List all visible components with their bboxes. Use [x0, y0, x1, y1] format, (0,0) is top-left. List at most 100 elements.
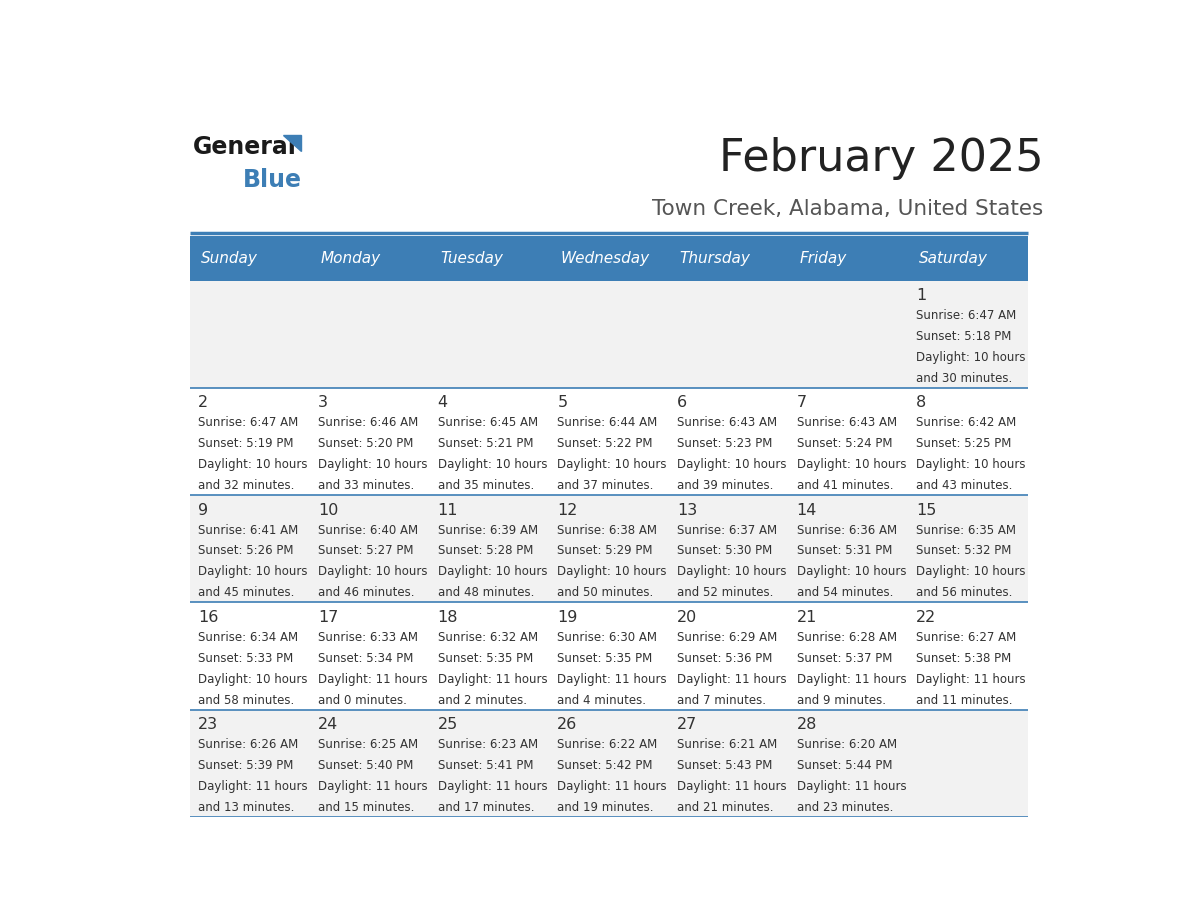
Text: 16: 16: [198, 610, 219, 625]
Text: and 39 minutes.: and 39 minutes.: [677, 479, 773, 492]
Text: and 56 minutes.: and 56 minutes.: [916, 587, 1012, 599]
Text: 8: 8: [916, 396, 927, 410]
Text: Daylight: 10 hours: Daylight: 10 hours: [198, 458, 308, 471]
Text: and 9 minutes.: and 9 minutes.: [797, 694, 886, 707]
Text: and 33 minutes.: and 33 minutes.: [318, 479, 415, 492]
Text: Sunrise: 6:41 AM: Sunrise: 6:41 AM: [198, 523, 298, 536]
Text: 28: 28: [797, 717, 817, 733]
Text: Sunset: 5:44 PM: Sunset: 5:44 PM: [797, 759, 892, 772]
Text: Thursday: Thursday: [680, 251, 751, 265]
Text: and 41 minutes.: and 41 minutes.: [797, 479, 893, 492]
Text: Sunrise: 6:42 AM: Sunrise: 6:42 AM: [916, 416, 1017, 430]
Text: 9: 9: [198, 503, 208, 518]
Text: and 54 minutes.: and 54 minutes.: [797, 587, 893, 599]
Text: and 35 minutes.: and 35 minutes.: [437, 479, 533, 492]
Text: 23: 23: [198, 717, 219, 733]
Text: 18: 18: [437, 610, 459, 625]
Text: and 23 minutes.: and 23 minutes.: [797, 800, 893, 814]
Text: Sunrise: 6:32 AM: Sunrise: 6:32 AM: [437, 631, 538, 644]
Text: Daylight: 11 hours: Daylight: 11 hours: [198, 780, 308, 793]
Text: Sunrise: 6:21 AM: Sunrise: 6:21 AM: [677, 738, 777, 751]
Text: 10: 10: [318, 503, 339, 518]
Text: Sunday: Sunday: [201, 251, 258, 265]
Text: and 43 minutes.: and 43 minutes.: [916, 479, 1012, 492]
Text: Daylight: 11 hours: Daylight: 11 hours: [677, 673, 786, 686]
Text: Sunrise: 6:37 AM: Sunrise: 6:37 AM: [677, 523, 777, 536]
Text: Daylight: 10 hours: Daylight: 10 hours: [916, 458, 1026, 471]
Text: and 30 minutes.: and 30 minutes.: [916, 372, 1012, 385]
Text: and 46 minutes.: and 46 minutes.: [318, 587, 415, 599]
Text: Sunrise: 6:26 AM: Sunrise: 6:26 AM: [198, 738, 298, 751]
Text: Sunset: 5:28 PM: Sunset: 5:28 PM: [437, 544, 533, 557]
FancyBboxPatch shape: [190, 602, 1028, 710]
Text: Sunset: 5:40 PM: Sunset: 5:40 PM: [318, 759, 413, 772]
Text: 24: 24: [318, 717, 339, 733]
Text: Sunset: 5:23 PM: Sunset: 5:23 PM: [677, 437, 772, 450]
Text: Sunrise: 6:29 AM: Sunrise: 6:29 AM: [677, 631, 777, 644]
FancyBboxPatch shape: [190, 281, 1028, 387]
Text: Sunset: 5:31 PM: Sunset: 5:31 PM: [797, 544, 892, 557]
Text: Sunset: 5:36 PM: Sunset: 5:36 PM: [677, 652, 772, 665]
Text: Daylight: 10 hours: Daylight: 10 hours: [198, 565, 308, 578]
Text: and 15 minutes.: and 15 minutes.: [318, 800, 415, 814]
Text: Daylight: 10 hours: Daylight: 10 hours: [677, 565, 786, 578]
Text: and 11 minutes.: and 11 minutes.: [916, 694, 1013, 707]
Text: and 58 minutes.: and 58 minutes.: [198, 694, 295, 707]
Text: Sunrise: 6:25 AM: Sunrise: 6:25 AM: [318, 738, 418, 751]
Text: Sunrise: 6:20 AM: Sunrise: 6:20 AM: [797, 738, 897, 751]
Text: Sunrise: 6:47 AM: Sunrise: 6:47 AM: [198, 416, 298, 430]
Text: Monday: Monday: [321, 251, 381, 265]
Text: Daylight: 11 hours: Daylight: 11 hours: [557, 673, 666, 686]
Text: Sunrise: 6:30 AM: Sunrise: 6:30 AM: [557, 631, 657, 644]
FancyBboxPatch shape: [669, 236, 789, 281]
Text: Daylight: 10 hours: Daylight: 10 hours: [437, 458, 548, 471]
Text: Sunset: 5:25 PM: Sunset: 5:25 PM: [916, 437, 1012, 450]
Text: Sunrise: 6:23 AM: Sunrise: 6:23 AM: [437, 738, 538, 751]
Text: and 2 minutes.: and 2 minutes.: [437, 694, 526, 707]
Text: Sunrise: 6:43 AM: Sunrise: 6:43 AM: [797, 416, 897, 430]
Text: Sunset: 5:37 PM: Sunset: 5:37 PM: [797, 652, 892, 665]
Text: and 48 minutes.: and 48 minutes.: [437, 587, 533, 599]
Text: General: General: [192, 135, 297, 159]
Text: 7: 7: [797, 396, 807, 410]
Text: 5: 5: [557, 396, 568, 410]
Text: 19: 19: [557, 610, 577, 625]
Text: 12: 12: [557, 503, 577, 518]
Text: Daylight: 11 hours: Daylight: 11 hours: [557, 780, 666, 793]
Text: Daylight: 11 hours: Daylight: 11 hours: [437, 673, 548, 686]
Text: Sunrise: 6:22 AM: Sunrise: 6:22 AM: [557, 738, 657, 751]
Text: Daylight: 11 hours: Daylight: 11 hours: [797, 780, 906, 793]
Polygon shape: [283, 135, 302, 151]
Text: 11: 11: [437, 503, 459, 518]
Text: 3: 3: [318, 396, 328, 410]
Text: 6: 6: [677, 396, 687, 410]
Text: and 7 minutes.: and 7 minutes.: [677, 694, 766, 707]
Text: Daylight: 11 hours: Daylight: 11 hours: [318, 673, 428, 686]
Text: Daylight: 11 hours: Daylight: 11 hours: [916, 673, 1026, 686]
Text: Sunrise: 6:39 AM: Sunrise: 6:39 AM: [437, 523, 538, 536]
Text: Town Creek, Alabama, United States: Town Creek, Alabama, United States: [652, 198, 1043, 218]
FancyBboxPatch shape: [190, 236, 310, 281]
Text: Sunset: 5:24 PM: Sunset: 5:24 PM: [797, 437, 892, 450]
Text: Sunset: 5:21 PM: Sunset: 5:21 PM: [437, 437, 533, 450]
Text: 25: 25: [437, 717, 457, 733]
Text: 1: 1: [916, 288, 927, 303]
FancyBboxPatch shape: [908, 236, 1028, 281]
Text: Sunset: 5:27 PM: Sunset: 5:27 PM: [318, 544, 413, 557]
Text: Sunrise: 6:46 AM: Sunrise: 6:46 AM: [318, 416, 418, 430]
Text: Sunrise: 6:35 AM: Sunrise: 6:35 AM: [916, 523, 1017, 536]
Text: and 45 minutes.: and 45 minutes.: [198, 587, 295, 599]
Text: Daylight: 10 hours: Daylight: 10 hours: [198, 673, 308, 686]
Text: Sunset: 5:39 PM: Sunset: 5:39 PM: [198, 759, 293, 772]
Text: Sunset: 5:35 PM: Sunset: 5:35 PM: [557, 652, 652, 665]
Text: Sunrise: 6:27 AM: Sunrise: 6:27 AM: [916, 631, 1017, 644]
Text: Daylight: 10 hours: Daylight: 10 hours: [797, 458, 906, 471]
Text: Daylight: 10 hours: Daylight: 10 hours: [557, 458, 666, 471]
Text: Daylight: 10 hours: Daylight: 10 hours: [916, 565, 1026, 578]
Text: and 52 minutes.: and 52 minutes.: [677, 587, 773, 599]
Text: 4: 4: [437, 396, 448, 410]
Text: and 21 minutes.: and 21 minutes.: [677, 800, 773, 814]
Text: Daylight: 11 hours: Daylight: 11 hours: [437, 780, 548, 793]
Text: Sunset: 5:33 PM: Sunset: 5:33 PM: [198, 652, 293, 665]
Text: Daylight: 10 hours: Daylight: 10 hours: [318, 565, 428, 578]
